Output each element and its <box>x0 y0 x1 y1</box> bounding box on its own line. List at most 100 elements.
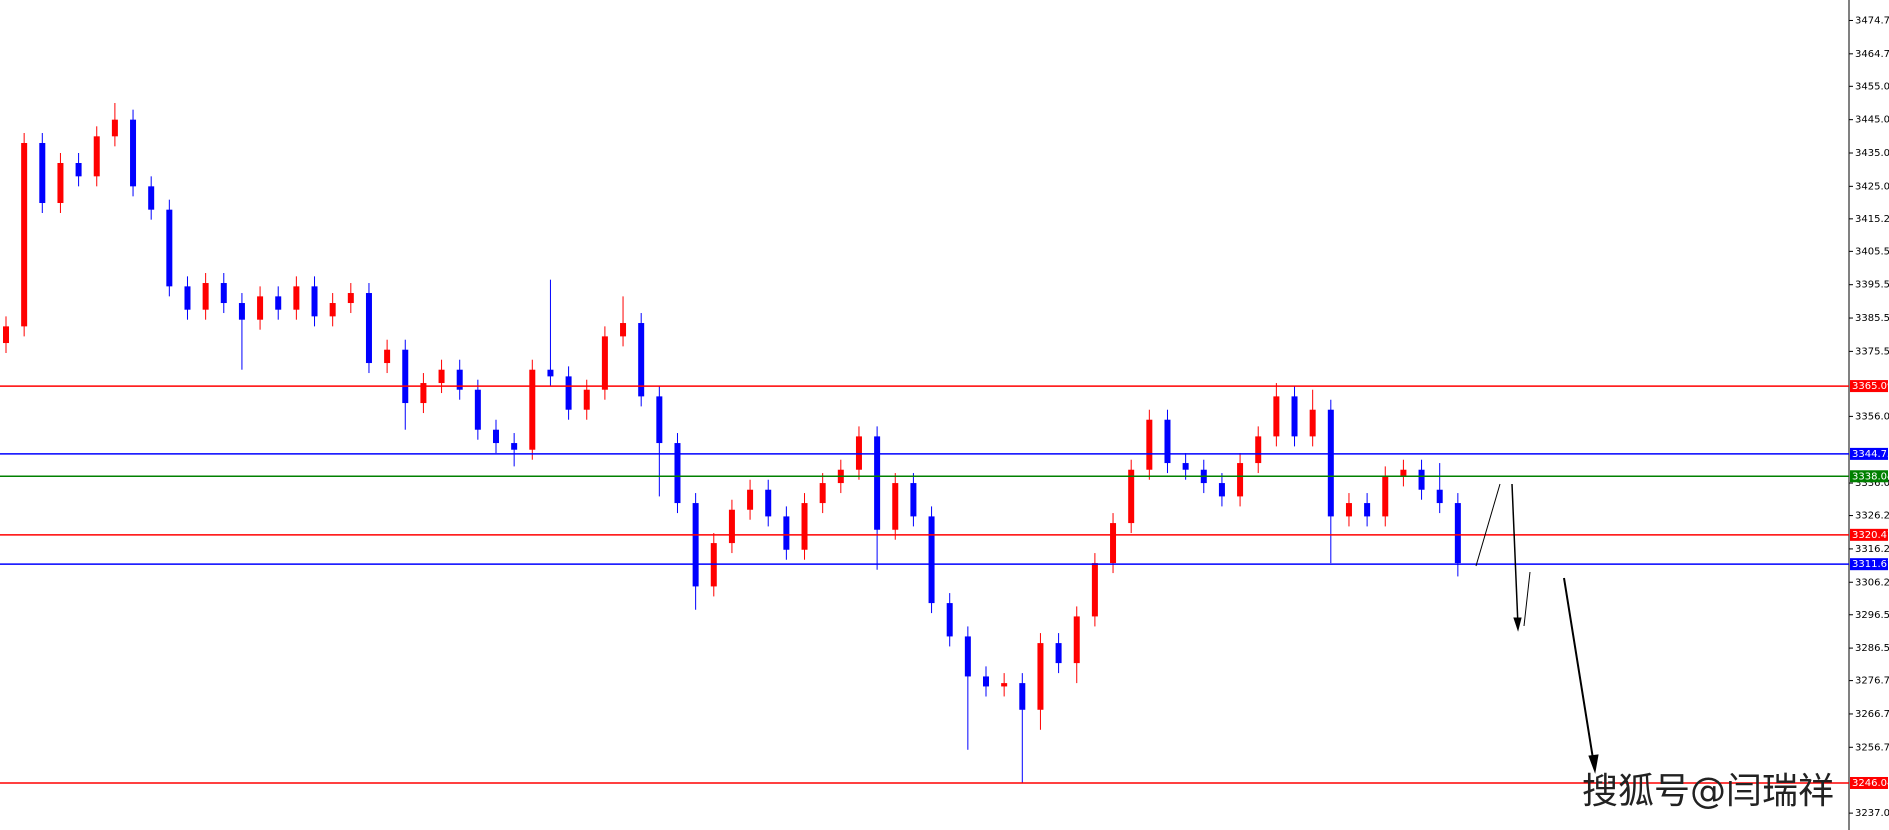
candle-body <box>202 283 209 310</box>
candle-body <box>511 443 518 450</box>
y-tick-label: 3464.75 <box>1855 49 1889 60</box>
candle-body <box>311 286 318 317</box>
arrow-head <box>1513 617 1522 632</box>
candle-body <box>3 326 9 344</box>
candle-body <box>130 119 137 187</box>
candle-body <box>493 429 499 444</box>
candle-body <box>892 483 899 530</box>
level-label: 3365.09 <box>1852 381 1889 392</box>
candle-body <box>347 293 354 304</box>
candle-body <box>420 383 427 404</box>
arrow-head <box>1588 754 1599 774</box>
candle-body <box>1037 643 1044 710</box>
candle-body <box>928 516 935 604</box>
y-tick-label: 3425.00 <box>1855 181 1889 192</box>
candle-body <box>1055 643 1062 664</box>
y-tick-label: 3237.00 <box>1855 808 1889 819</box>
candle-body <box>728 509 735 544</box>
arrow-line <box>1563 577 1595 766</box>
y-tick-label: 3395.50 <box>1855 280 1889 291</box>
level-label-box <box>1850 470 1888 483</box>
candle-body <box>438 369 445 384</box>
candle-body <box>1418 469 1425 490</box>
y-tick-label: 3336.00 <box>1855 478 1889 489</box>
candle-body <box>1255 436 1262 464</box>
candle-body <box>75 162 82 177</box>
candle-body <box>456 369 463 390</box>
candle-body <box>275 296 282 310</box>
y-tick-label: 3296.50 <box>1855 610 1889 621</box>
candle-body <box>583 389 590 410</box>
candle-body <box>39 142 46 204</box>
candle-body <box>474 389 481 430</box>
candle-body <box>547 369 554 377</box>
y-tick-label: 3435.00 <box>1855 148 1889 159</box>
candle-body <box>166 209 173 287</box>
candle-body <box>1001 683 1008 687</box>
watermark: 搜狐号@闫瑞祥 <box>1582 771 1834 812</box>
candle-body <box>1237 463 1244 497</box>
candle-body <box>1291 396 1298 437</box>
y-tick-label: 3445.00 <box>1855 115 1889 126</box>
y-tick-label: 3256.75 <box>1855 742 1889 753</box>
level-label-box <box>1850 380 1888 393</box>
candle-body <box>692 503 699 587</box>
level-label: 3338.04 <box>1852 471 1889 482</box>
candle-body <box>1073 616 1080 664</box>
candle-body <box>1309 409 1316 437</box>
y-tick-label: 3415.25 <box>1855 214 1889 225</box>
candle-body <box>1364 503 1371 517</box>
candle-body <box>1218 483 1225 497</box>
candle-body <box>819 483 826 504</box>
y-tick-label: 3405.50 <box>1855 246 1889 257</box>
candle-body <box>601 336 608 390</box>
candle-body <box>384 349 391 364</box>
candle-body <box>184 286 191 310</box>
level-label-box <box>1850 776 1888 789</box>
y-tick-label: 3316.25 <box>1855 544 1889 555</box>
candle-body <box>855 436 862 470</box>
candle-body <box>365 293 372 364</box>
candle-body <box>1110 523 1117 564</box>
candle-body <box>910 483 917 517</box>
candle-body <box>402 349 409 404</box>
candle-body <box>964 636 971 677</box>
candle-body <box>1164 419 1171 464</box>
candle-body <box>783 516 790 550</box>
level-label: 3344.75 <box>1852 449 1889 460</box>
arrow-line <box>1511 483 1519 627</box>
candle-body <box>1400 469 1407 477</box>
candle-body <box>21 142 28 327</box>
plot: 3474.75 3464.75 3455.00 3445.00 3435.00 3425.… <box>0 15 1889 819</box>
candle-body <box>257 296 264 320</box>
candle-body <box>329 303 336 317</box>
candle-body <box>765 489 772 517</box>
candle-body <box>1128 469 1135 524</box>
y-tick-label: 3455.00 <box>1855 81 1889 92</box>
y-tick-label: 3385.50 <box>1855 313 1889 324</box>
forecast-arrows <box>1475 483 1599 774</box>
candle-body <box>1454 503 1461 564</box>
y-tick-label: 3276.75 <box>1855 676 1889 687</box>
candle-body <box>1019 683 1026 710</box>
y-tick-label: 3375.50 <box>1855 346 1889 357</box>
arrow-line <box>1475 483 1501 567</box>
candle-body <box>983 676 989 687</box>
y-tick-label: 3286.50 <box>1855 643 1889 654</box>
candle-body <box>148 186 155 210</box>
level-label-box <box>1850 447 1888 460</box>
y-tick-label: 3266.75 <box>1855 709 1889 720</box>
level-label: 3246.04 <box>1852 778 1889 789</box>
candle-body <box>1273 396 1280 437</box>
candle-body <box>565 376 572 410</box>
candle-body <box>656 396 663 444</box>
candle-body <box>874 436 881 530</box>
y-tick-label: 3356.00 <box>1855 411 1889 422</box>
level-label-box <box>1850 528 1888 541</box>
y-tick-label: 3326.25 <box>1855 511 1889 522</box>
candle-body <box>1382 476 1389 517</box>
arrow-line <box>1523 571 1531 627</box>
candle-body <box>1146 419 1153 470</box>
